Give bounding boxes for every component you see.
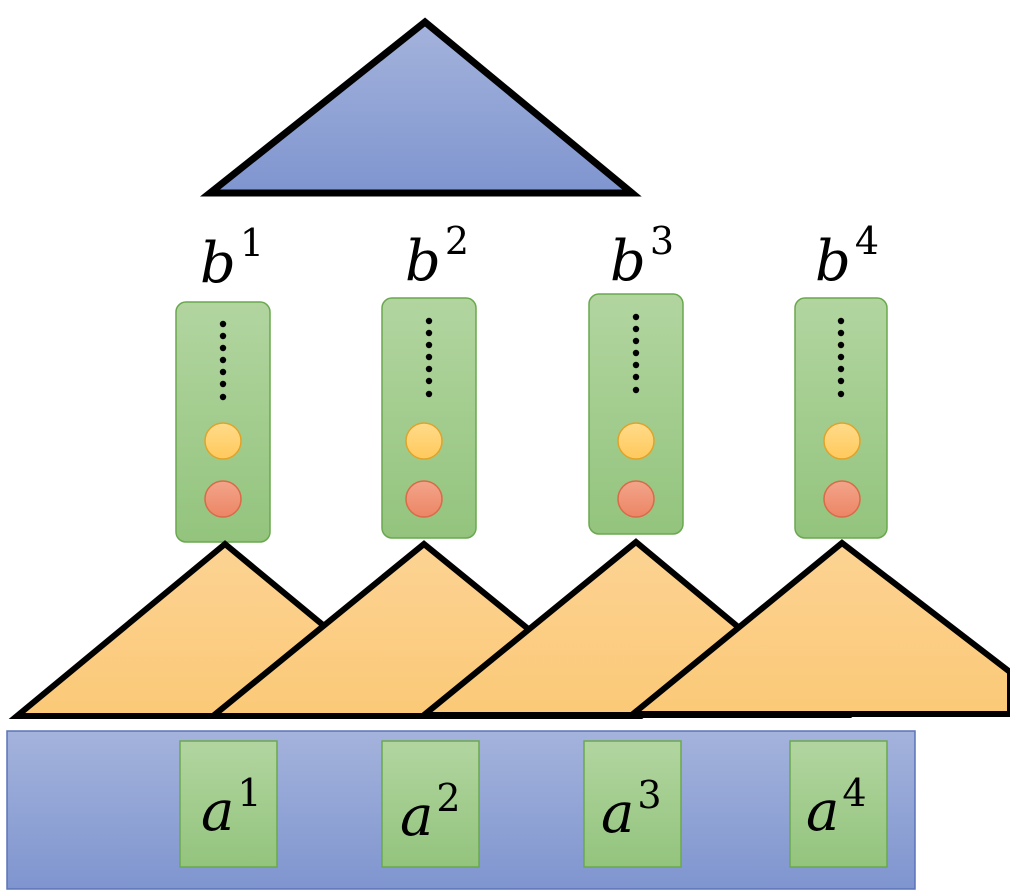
a-label-sup: 1 <box>237 771 261 815</box>
svg-text:b3: b3 <box>610 219 674 294</box>
yellow-node <box>204 422 242 460</box>
a-label-base: a <box>601 781 634 846</box>
svg-text:a4: a4 <box>806 771 867 844</box>
input-box-1: a1 <box>179 740 278 868</box>
a-label-base: a <box>400 784 433 849</box>
yellow-node <box>617 422 655 460</box>
vector-box-3 <box>588 293 684 535</box>
svg-text:b4: b4 <box>815 219 879 294</box>
yellow-node <box>823 422 861 460</box>
vector-box-2 <box>381 297 477 539</box>
ellipsis-dots <box>837 317 845 398</box>
orange-triangle-4 <box>624 539 1010 717</box>
a-label-base: a <box>806 779 839 844</box>
red-node <box>405 480 443 518</box>
a-label-sup: 2 <box>436 776 460 820</box>
input-box-3: a3 <box>583 740 682 868</box>
top-triangle <box>199 17 642 197</box>
b-label-sup: 3 <box>650 219 674 263</box>
svg-text:a1: a1 <box>201 771 262 844</box>
yellow-node <box>405 422 443 460</box>
input-box-4: a4 <box>789 740 888 868</box>
b-label-sup: 2 <box>445 219 469 263</box>
a-label-sup: 4 <box>842 771 866 815</box>
ellipsis-dots <box>632 313 640 394</box>
red-node <box>823 480 861 518</box>
red-node <box>204 480 242 518</box>
a-label-base: a <box>201 779 234 844</box>
a-label-sup: 3 <box>637 773 661 817</box>
svg-text:b2: b2 <box>405 219 469 294</box>
b-label-base: b <box>610 229 646 294</box>
red-node <box>617 480 655 518</box>
svg-text:a3: a3 <box>601 773 662 846</box>
b-label-base: b <box>405 229 441 294</box>
b-label-sup: 1 <box>240 221 264 265</box>
ellipsis-dots <box>425 317 433 398</box>
b-label-sup: 4 <box>855 219 879 263</box>
b-label-base: b <box>200 231 236 296</box>
svg-text:b1: b1 <box>200 221 264 296</box>
svg-text:a2: a2 <box>400 776 461 849</box>
input-box-2: a2 <box>381 740 480 868</box>
b-label-base: b <box>815 229 851 294</box>
ellipsis-dots <box>219 320 227 401</box>
vector-box-4 <box>794 297 888 539</box>
vector-box-1 <box>175 301 271 543</box>
